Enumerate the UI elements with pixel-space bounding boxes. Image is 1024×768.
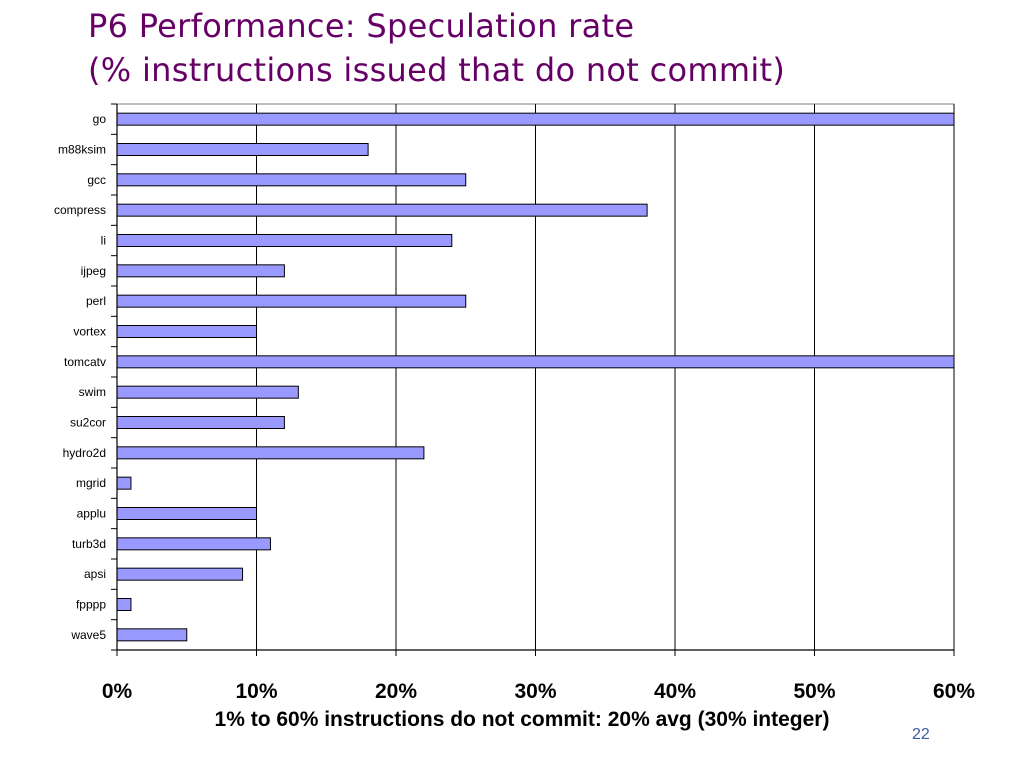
- category-label: turb3d: [72, 537, 106, 551]
- bar-mgrid: [116, 476, 132, 490]
- x-tick-label: 0%: [102, 680, 133, 703]
- category-label: hydro2d: [63, 446, 106, 460]
- category-label: gcc: [87, 173, 106, 187]
- x-tick-label: 50%: [793, 680, 835, 703]
- chart-caption: 1% to 60% instructions do not commit: 20…: [214, 708, 830, 731]
- bar-turb3d: [116, 537, 271, 551]
- bar-su2cor: [116, 416, 285, 429]
- category-label: m88ksim: [58, 143, 106, 157]
- category-label: ijpeg: [81, 264, 106, 278]
- bar-applu: [116, 507, 257, 520]
- bar-perl: [116, 294, 467, 308]
- bar-swim: [116, 385, 299, 399]
- x-tick-label: 30%: [514, 680, 556, 703]
- category-label: su2cor: [70, 416, 106, 430]
- category-label: mgrid: [76, 476, 106, 490]
- category-label: applu: [77, 507, 106, 521]
- bar-li: [116, 234, 453, 247]
- category-label: fpppp: [76, 598, 106, 612]
- category-label: wave5: [70, 628, 106, 642]
- category-label: swim: [79, 385, 106, 399]
- title-line-2: (% instructions issued that do not commi…: [88, 51, 786, 89]
- bar-apsi: [116, 567, 244, 581]
- bar-gcc: [116, 173, 467, 187]
- category-label: vortex: [73, 325, 106, 339]
- category-label: li: [101, 234, 106, 248]
- x-tick-label: 60%: [933, 680, 975, 703]
- x-tick-label: 20%: [375, 680, 417, 703]
- bar-vortex: [116, 325, 257, 338]
- page-number: 22: [912, 726, 930, 743]
- bar-m88ksim: [116, 143, 369, 156]
- bar-compress: [116, 203, 648, 217]
- x-tick-label: 10%: [235, 680, 277, 703]
- bar-hydro2d: [116, 446, 425, 460]
- category-label: compress: [54, 203, 106, 217]
- bar-wave5: [116, 628, 188, 642]
- category-label: apsi: [84, 567, 106, 581]
- category-label: go: [93, 112, 107, 126]
- bar-go: [116, 112, 955, 126]
- category-label: tomcatv: [64, 355, 106, 369]
- bar-ijpeg: [116, 264, 285, 278]
- bar-tomcatv: [116, 355, 955, 369]
- x-tick-label: 40%: [654, 680, 696, 703]
- slide-title: P6 Performance: Speculation rate (% inst…: [88, 4, 785, 92]
- title-line-1: P6 Performance: Speculation rate: [88, 7, 635, 45]
- bar-fpppp: [116, 598, 132, 611]
- category-label: perl: [86, 294, 106, 308]
